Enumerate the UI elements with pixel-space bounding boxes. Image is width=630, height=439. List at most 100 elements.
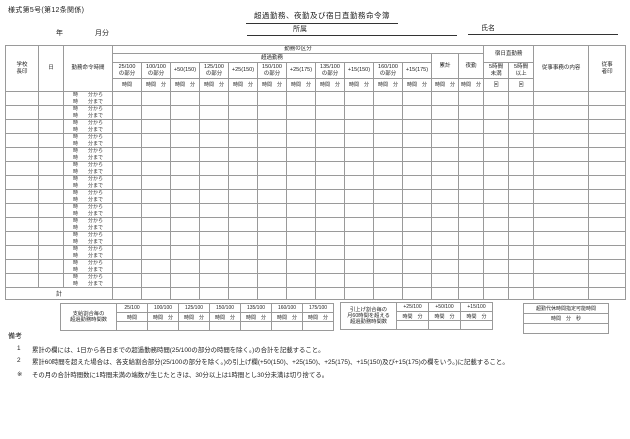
day-cell [38,147,64,162]
value-cell [141,91,171,106]
seal-cell [5,231,39,246]
duties-content-cell [533,273,590,288]
notes-section: 備考 1 累計の欄には、1日から各日までの超過勤務時間(25/100の部分の時間を… [8,331,626,379]
cumulative-unit-cell: 時間 分 [431,78,459,92]
worker-seal-cell [588,273,627,288]
command-time-cell: 時 分から時 分まで [63,189,113,204]
compensatory-time-box: 超勤代休時間指定可能時間 時間 分 秒 [523,303,609,334]
value-cell [508,175,535,190]
command-time-cell: 時 分から時 分まで [63,161,113,176]
year-label: 年 [56,30,63,37]
rate-col-header: 25/100 の部分 [112,62,142,79]
value-cell [112,133,142,148]
value-cell [508,119,535,134]
day-cell [38,119,64,134]
value-cell [483,119,510,134]
value-cell [228,105,258,120]
value-cell [286,175,316,190]
value-cell [431,175,459,190]
value-cell [170,273,200,288]
value-cell [112,245,142,260]
value-cell [315,259,345,274]
note-number: 1 [17,344,21,352]
table-row: 時 分から時 分まで [5,175,627,190]
table-row: 時 分から時 分まで [5,133,627,148]
total-value-cell [533,287,590,300]
group-overnight-duty: 宿日直勤務 [483,45,535,63]
command-time-cell: 時 分から時 分まで [63,105,113,120]
seal-cell [5,105,39,120]
value-cell [141,161,171,176]
summary-value-cell [396,320,429,330]
seal-cell [5,259,39,274]
value-cell [508,133,535,148]
value-cell [457,273,485,288]
value-cell [483,147,510,162]
day-cell [38,189,64,204]
col-over-5h: 5時間以上 [508,62,535,79]
value-cell [431,147,459,162]
name-field: 氏名 [468,23,618,35]
value-cell [315,161,345,176]
worker-seal-cell [588,161,627,176]
rate-col-header: 100/100 の部分 [141,62,171,79]
summary-value-cell [302,321,334,331]
value-cell [170,161,200,176]
total-row: 計 [5,287,627,300]
compensatory-box-units: 時間 分 秒 [523,313,609,324]
seal-cell [5,119,39,134]
value-cell [257,133,287,148]
worker-seal-cell [588,175,627,190]
value-cell [457,133,485,148]
unit-cell: 時間 分 [228,78,258,92]
value-cell [508,259,535,274]
value-cell [373,273,403,288]
value-cell [228,91,258,106]
day-cell [38,203,64,218]
value-cell [170,91,200,106]
value-cell [483,217,510,232]
col-principal-seal: 学校長印 [5,45,39,92]
value-cell [112,105,142,120]
value-cell [344,119,374,134]
col-cumulative: 累計 [431,53,459,79]
day-cell [38,259,64,274]
duties-content-cell [533,91,590,106]
value-cell [344,231,374,246]
value-cell [141,133,171,148]
value-cell [457,259,485,274]
value-cell [457,217,485,232]
value-cell [508,91,535,106]
value-cell [402,259,432,274]
value-cell [508,203,535,218]
value-cell [199,133,229,148]
value-cell [228,189,258,204]
value-cell [402,105,432,120]
value-cell [344,273,374,288]
value-cell [457,105,485,120]
value-cell [257,105,287,120]
value-cell [228,133,258,148]
worker-seal-cell [588,133,627,148]
duties-content-cell [533,231,590,246]
value-cell [315,217,345,232]
unit-cell: 時間 分 [286,78,316,92]
day-cell [38,175,64,190]
value-cell [112,203,142,218]
value-cell [257,189,287,204]
value-cell [286,217,316,232]
table-row: 時 分から時 分まで [5,189,627,204]
value-cell [199,245,229,260]
value-cell [483,203,510,218]
rate-col-header: +25(175) [286,62,316,79]
col-under-5h: 5時間未満 [483,62,510,79]
col-duties-content: 従事事務の内容 [533,45,590,92]
value-cell [199,189,229,204]
summary-unit-cell: 時間 分 [178,312,210,322]
unit-cell: 時間 [112,78,142,92]
total-value-cell [228,287,258,300]
note-text: 累計の欄には、1日から各日までの超過勤務時間(25/100の部分の時間を除く。)… [32,346,325,354]
value-cell [228,203,258,218]
unit-cell: 時間 分 [199,78,229,92]
